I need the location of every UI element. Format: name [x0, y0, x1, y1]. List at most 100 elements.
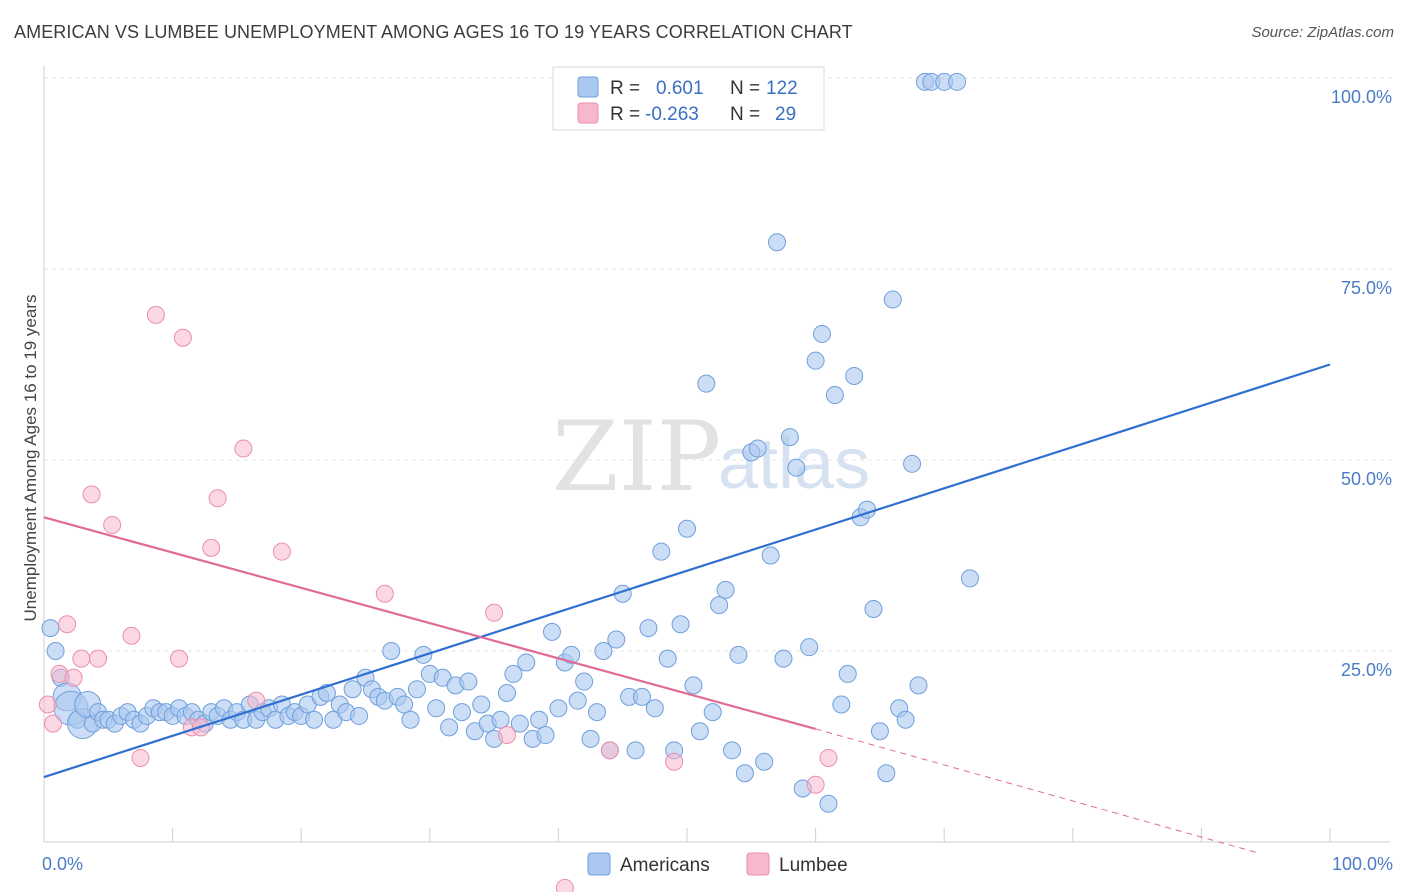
point-americans	[735, 764, 754, 783]
point-lumbee	[72, 649, 91, 668]
point-lumbee	[208, 489, 227, 508]
point-americans	[575, 672, 594, 691]
point-americans	[832, 695, 851, 714]
legend-bottom-label-lumbee: Lumbee	[779, 855, 848, 876]
point-americans	[497, 684, 516, 703]
point-lumbee	[600, 741, 619, 760]
point-lumbee	[131, 748, 150, 767]
point-americans	[510, 714, 529, 733]
point-americans	[587, 703, 606, 722]
point-americans	[761, 546, 780, 565]
point-americans	[440, 718, 459, 737]
point-americans	[305, 710, 324, 729]
point-americans	[864, 599, 883, 618]
legend-r-value-lumbee: -0.263	[645, 104, 699, 125]
point-americans	[825, 386, 844, 405]
x-tick-label-max: 100.0%	[1332, 854, 1393, 874]
point-lumbee	[82, 485, 101, 504]
point-americans	[504, 664, 523, 683]
point-americans	[41, 619, 60, 638]
legend-r-value-americans: 0.601	[656, 78, 704, 99]
point-americans	[948, 72, 967, 91]
point-americans	[703, 703, 722, 722]
point-americans	[819, 794, 838, 813]
point-americans	[382, 642, 401, 660]
point-lumbee	[44, 714, 63, 733]
point-americans	[748, 439, 767, 458]
legend-bottom-swatch-americans	[587, 852, 611, 876]
chart-title: AMERICAN VS LUMBEE UNEMPLOYMENT AMONG AG…	[14, 22, 853, 42]
point-americans	[710, 596, 729, 615]
point-americans	[639, 619, 658, 638]
point-americans	[407, 680, 426, 699]
point-americans	[594, 642, 613, 660]
point-americans	[870, 722, 889, 741]
point-americans	[517, 653, 536, 672]
point-lumbee	[173, 328, 192, 347]
point-americans	[632, 687, 651, 706]
point-lumbee	[146, 305, 165, 324]
legend-swatch-americans	[577, 76, 599, 98]
point-lumbee	[89, 649, 108, 668]
point-americans	[729, 645, 748, 664]
trend-line-lumbee-extension	[815, 728, 1261, 854]
point-americans	[684, 676, 703, 695]
point-americans	[658, 649, 677, 668]
point-americans	[678, 519, 696, 538]
point-americans	[671, 615, 690, 634]
point-americans	[800, 638, 819, 657]
point-americans	[716, 580, 735, 599]
point-americans	[755, 752, 774, 771]
trend-line-lumbee	[43, 516, 816, 730]
point-americans	[452, 703, 471, 722]
legend-r-label-americans: R =	[610, 78, 640, 99]
legend-bottom-label-americans: Americans	[620, 855, 710, 876]
y-tick-label: 50.0%	[1341, 469, 1392, 489]
source-label: Source: ZipAtlas.com	[1251, 24, 1394, 41]
point-americans	[909, 676, 928, 695]
point-americans	[343, 680, 362, 699]
point-lumbee	[58, 615, 77, 634]
point-lumbee	[665, 752, 684, 771]
point-lumbee	[122, 626, 141, 645]
point-americans	[883, 290, 902, 309]
point-americans	[626, 741, 645, 760]
point-lumbee	[202, 538, 221, 557]
trend-line-americans	[43, 363, 1331, 779]
point-lumbee	[64, 668, 83, 687]
point-lumbee	[497, 726, 516, 745]
point-americans	[581, 729, 600, 748]
legend-n-label-lumbee: N =	[730, 104, 760, 125]
point-lumbee	[555, 878, 574, 892]
point-americans	[787, 458, 806, 477]
point-americans	[562, 645, 581, 664]
point-americans	[645, 699, 664, 718]
point-americans	[652, 542, 671, 561]
point-lumbee	[170, 649, 189, 668]
point-americans	[542, 622, 561, 641]
point-americans	[607, 630, 626, 649]
x-tick-label-min: 0.0%	[42, 854, 83, 874]
legend-n-value-lumbee: 29	[775, 104, 796, 125]
trend-lines	[43, 363, 1331, 854]
watermark-zip: ZIP	[552, 401, 721, 513]
point-americans	[549, 699, 568, 718]
legend-r-label-lumbee: R =	[610, 104, 640, 125]
legend-top: R = 0.601 N = 122 R = -0.263 N = 29	[552, 66, 825, 131]
point-lumbee	[485, 603, 504, 622]
point-americans	[530, 710, 549, 729]
point-americans	[395, 695, 414, 714]
watermark: ZIP atlas	[552, 401, 870, 513]
axes: 0.0% 100.0%	[42, 66, 1393, 874]
point-americans	[350, 706, 369, 725]
point-americans	[723, 741, 742, 760]
legend-n-label-americans: N =	[730, 78, 760, 99]
point-lumbee	[103, 515, 122, 534]
point-americans	[780, 428, 799, 447]
point-lumbee	[234, 439, 253, 458]
point-americans	[46, 642, 65, 660]
point-americans	[690, 722, 709, 741]
y-tick-label: 25.0%	[1341, 660, 1392, 680]
point-americans	[813, 324, 832, 343]
